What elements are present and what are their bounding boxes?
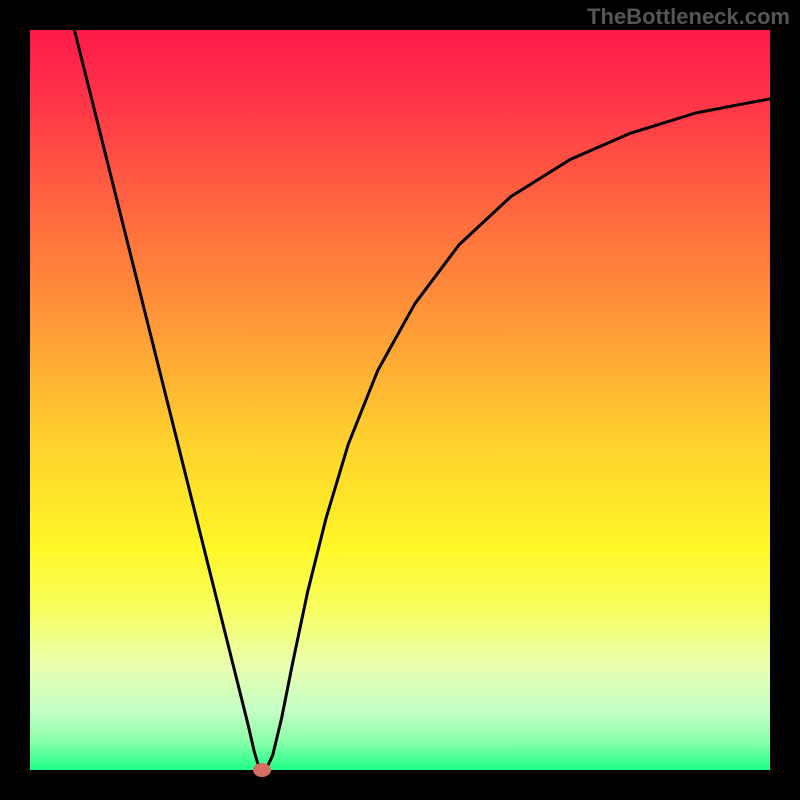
bottleneck-curve [30, 30, 770, 770]
plot-area [30, 30, 770, 770]
chart-container: TheBottleneck.com [0, 0, 800, 800]
watermark-text: TheBottleneck.com [587, 4, 790, 30]
optimal-point-marker [253, 763, 271, 777]
